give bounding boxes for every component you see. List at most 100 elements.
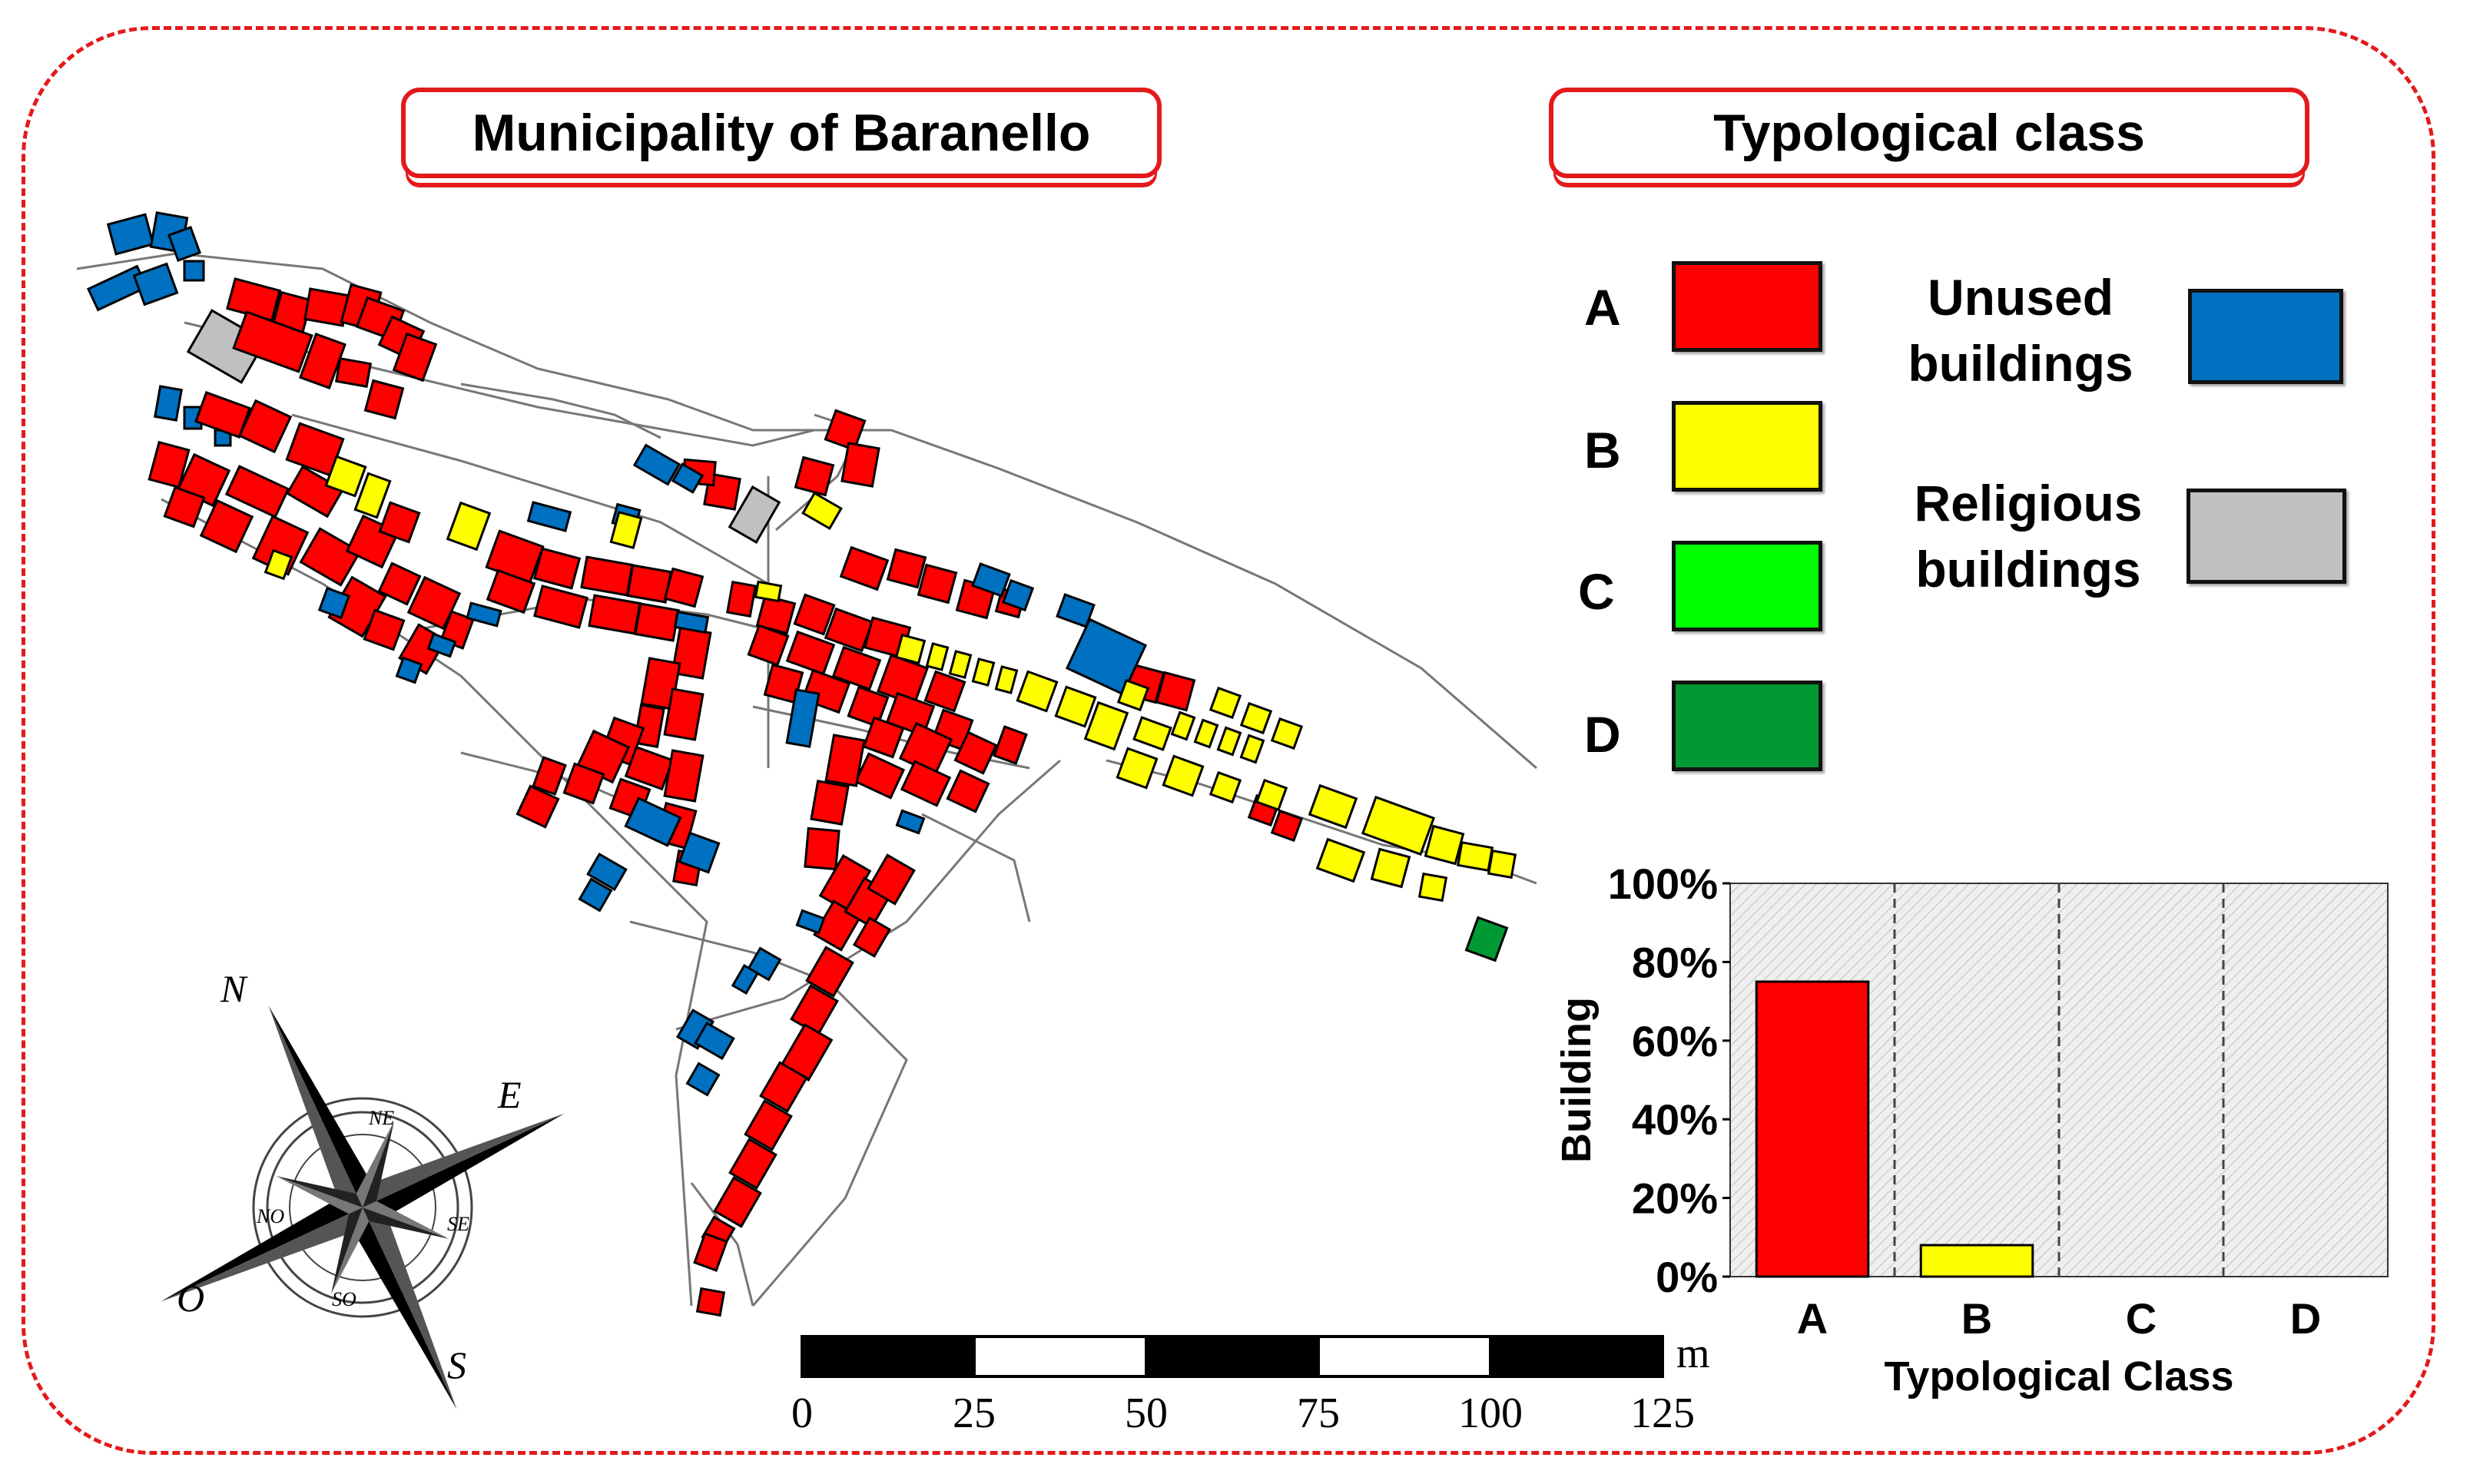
- building-A: [726, 580, 757, 618]
- building-B: [1208, 686, 1242, 720]
- building-U: [785, 688, 821, 748]
- building-A: [363, 608, 406, 651]
- building-A: [923, 670, 966, 713]
- building-U: [895, 809, 926, 835]
- chart-plot-area: 0% 20% 40% 60% 80% 100% A B C D Typological Class B…: [1553, 860, 2389, 1400]
- compass-needle-n: [268, 1005, 372, 1207]
- compass-needle-ne-shade: [356, 1121, 395, 1207]
- building-A: [847, 685, 890, 728]
- building-U: [731, 963, 760, 995]
- building-A: [378, 501, 421, 544]
- legend-religious-line1: Religious: [1914, 475, 2143, 532]
- compass-outer-ring: [252, 1097, 473, 1318]
- building-B: [1315, 837, 1366, 883]
- building-A: [163, 485, 206, 528]
- compass-needles: [161, 1005, 565, 1409]
- building-U: [167, 226, 202, 262]
- building-B: [609, 510, 643, 550]
- scale-label-25: 25: [953, 1390, 996, 1437]
- scale-label-0: 0: [791, 1390, 813, 1437]
- building-A: [900, 760, 952, 807]
- building-B: [1208, 770, 1242, 804]
- building-A: [285, 465, 345, 518]
- building-U: [578, 877, 613, 913]
- building-U: [526, 501, 572, 532]
- legend-letter-d: D: [1584, 706, 1621, 763]
- compass-needle-se: [363, 1207, 449, 1240]
- scale-segment-2: [973, 1335, 1148, 1378]
- compass-label-so: SO: [332, 1288, 356, 1310]
- building-U: [183, 260, 205, 282]
- building-U: [685, 1062, 721, 1097]
- legend-swatch-b: [1672, 401, 1822, 492]
- building-A: [377, 561, 422, 606]
- building-A: [793, 593, 836, 636]
- compass-label-s: S: [447, 1343, 466, 1386]
- compass-label-se: SE: [447, 1213, 469, 1235]
- building-U: [971, 562, 1011, 598]
- building-B: [1456, 841, 1494, 872]
- building-A: [663, 749, 705, 803]
- building-A: [744, 1099, 793, 1151]
- building-B: [1239, 734, 1265, 764]
- chart-x-tick-label: A: [1797, 1294, 1828, 1343]
- scale-label-50: 50: [1125, 1390, 1168, 1437]
- compass-needle-nw-shade: [276, 1175, 363, 1214]
- building-B: [1054, 685, 1097, 728]
- legend-letter-a: A: [1584, 279, 1621, 336]
- building-B: [264, 548, 293, 581]
- building-B: [1370, 847, 1411, 889]
- building-A: [867, 853, 916, 906]
- building-A: [839, 545, 890, 591]
- building-U: [317, 586, 351, 620]
- building-A: [148, 440, 191, 489]
- building-D: [1464, 916, 1509, 962]
- building-A: [763, 663, 804, 704]
- building-A: [747, 624, 790, 667]
- building-A: [299, 527, 362, 587]
- building-U: [466, 601, 502, 628]
- building-R: [186, 309, 267, 384]
- building-B: [948, 650, 973, 679]
- building-U: [632, 443, 681, 486]
- building-B: [1170, 711, 1196, 741]
- building-U: [586, 852, 628, 892]
- building-A: [917, 563, 958, 605]
- building-A: [794, 455, 835, 497]
- building-B: [1193, 718, 1219, 749]
- chart-y-tick-label: 0%: [1656, 1253, 1718, 1301]
- building-A: [831, 645, 882, 691]
- building-B: [353, 472, 392, 519]
- building-A: [695, 1287, 726, 1317]
- building-B: [1361, 795, 1436, 856]
- legend-swatch-c: [1672, 541, 1822, 631]
- chart-y-tick-label: 100%: [1608, 860, 1718, 908]
- building-A: [562, 762, 605, 805]
- building-U: [1001, 578, 1035, 612]
- scale-segment-5: [1489, 1335, 1664, 1378]
- chart-y-tick-label: 40%: [1632, 1095, 1718, 1144]
- building-U: [673, 610, 710, 634]
- scale-segment-3: [1145, 1335, 1320, 1378]
- chart-x-axis-title: Typological Class: [1884, 1353, 2233, 1400]
- building-A: [1270, 809, 1304, 843]
- building-U: [678, 831, 721, 874]
- legend-letter-c: C: [1578, 563, 1615, 620]
- compass-needle-w: [161, 1198, 363, 1302]
- building-A: [533, 585, 588, 629]
- typological-class-chart: 0% 20% 40% 60% 80% 100% A B C D Typological Class B…: [1553, 860, 2389, 1400]
- building-U: [426, 632, 457, 658]
- building-U: [1056, 593, 1096, 628]
- legend-letter-b: B: [1584, 422, 1621, 479]
- building-A: [840, 442, 880, 488]
- building-U: [132, 262, 179, 306]
- legend-swatch-a: [1672, 261, 1822, 352]
- chart-y-tick-label: 60%: [1632, 1017, 1718, 1065]
- compass-needle-sw-shade: [330, 1207, 370, 1294]
- building-B: [994, 665, 1019, 694]
- compass-needle-nw: [276, 1175, 363, 1207]
- building-U: [624, 797, 682, 847]
- building-A: [946, 769, 990, 813]
- legend-title: Typological class: [1549, 88, 2309, 178]
